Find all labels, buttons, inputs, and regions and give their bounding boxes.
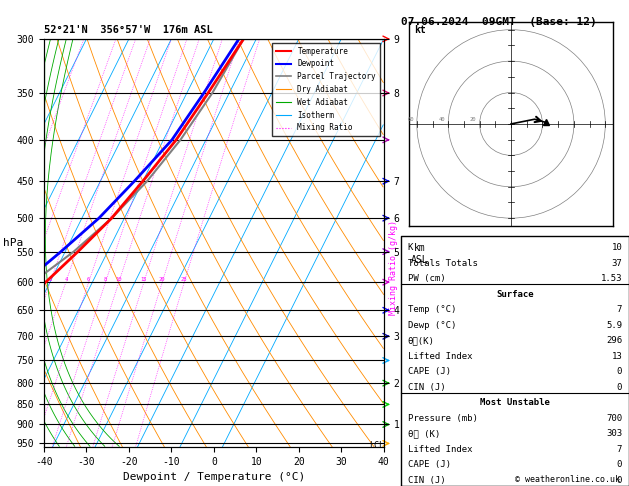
Text: 52°21'N  356°57'W  176m ASL: 52°21'N 356°57'W 176m ASL	[44, 25, 213, 35]
Text: 3: 3	[48, 277, 52, 282]
Text: 13: 13	[611, 352, 622, 361]
Text: 60: 60	[407, 117, 414, 122]
Text: 7: 7	[617, 445, 622, 454]
Text: kt: kt	[414, 25, 425, 35]
Text: 20: 20	[159, 277, 165, 282]
Text: PW (cm): PW (cm)	[408, 274, 445, 283]
X-axis label: Dewpoint / Temperature (°C): Dewpoint / Temperature (°C)	[123, 472, 305, 483]
Text: θᴇ(K): θᴇ(K)	[408, 336, 435, 346]
Text: CAPE (J): CAPE (J)	[408, 460, 450, 469]
Text: 10: 10	[116, 277, 122, 282]
Text: 28: 28	[181, 277, 187, 282]
Text: LCL: LCL	[369, 441, 384, 450]
Text: 5.9: 5.9	[606, 321, 622, 330]
Text: 07.06.2024  09GMT  (Base: 12): 07.06.2024 09GMT (Base: 12)	[401, 17, 597, 27]
Text: Surface: Surface	[496, 290, 533, 299]
Text: CIN (J): CIN (J)	[408, 476, 445, 485]
Text: 4: 4	[64, 277, 67, 282]
Text: K: K	[408, 243, 413, 252]
Text: 700: 700	[606, 414, 622, 423]
Text: 0: 0	[617, 383, 622, 392]
Text: 20: 20	[470, 117, 477, 122]
Text: 37: 37	[611, 259, 622, 268]
Text: θᴇ (K): θᴇ (K)	[408, 430, 440, 438]
Text: 0: 0	[617, 367, 622, 376]
Legend: Temperature, Dewpoint, Parcel Trajectory, Dry Adiabat, Wet Adiabat, Isotherm, Mi: Temperature, Dewpoint, Parcel Trajectory…	[272, 43, 380, 136]
Text: 0: 0	[617, 460, 622, 469]
Text: Pressure (mb): Pressure (mb)	[408, 414, 477, 423]
Text: Dewp (°C): Dewp (°C)	[408, 321, 456, 330]
Text: Lifted Index: Lifted Index	[408, 445, 472, 454]
Text: Temp (°C): Temp (°C)	[408, 305, 456, 314]
Text: hPa: hPa	[3, 238, 23, 248]
Text: 15: 15	[141, 277, 147, 282]
Text: 1.53: 1.53	[601, 274, 622, 283]
Text: Lifted Index: Lifted Index	[408, 352, 472, 361]
Y-axis label: km
ASL: km ASL	[411, 243, 429, 264]
Text: CIN (J): CIN (J)	[408, 383, 445, 392]
Text: 296: 296	[606, 336, 622, 346]
Text: Totals Totals: Totals Totals	[408, 259, 477, 268]
Text: 40: 40	[438, 117, 445, 122]
Text: 0: 0	[617, 476, 622, 485]
Text: Most Unstable: Most Unstable	[480, 399, 550, 407]
Text: 7: 7	[617, 305, 622, 314]
Text: 303: 303	[606, 430, 622, 438]
Text: CAPE (J): CAPE (J)	[408, 367, 450, 376]
Text: 6: 6	[87, 277, 91, 282]
Text: 8: 8	[104, 277, 107, 282]
Text: © weatheronline.co.uk: © weatheronline.co.uk	[515, 474, 620, 484]
Text: 10: 10	[611, 243, 622, 252]
Text: Mixing Ratio (g/kg): Mixing Ratio (g/kg)	[389, 220, 398, 315]
